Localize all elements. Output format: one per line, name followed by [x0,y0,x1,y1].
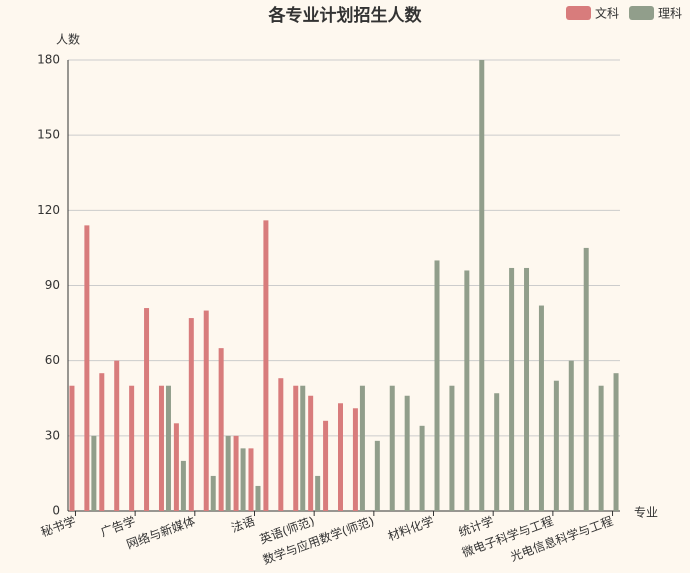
y-tick-label: 0 [52,504,60,518]
bar [218,348,224,511]
bar [464,270,470,511]
bar [114,360,120,511]
bar [323,420,329,511]
bar [419,425,425,511]
bar [210,475,216,511]
bar [233,435,239,511]
bar [300,385,306,511]
bar [293,385,299,511]
bar [225,435,231,511]
y-tick-label: 150 [37,128,60,142]
bar [188,318,194,511]
bar [165,385,171,511]
x-axis-label: 专业 [634,505,658,520]
legend-swatch [566,6,591,20]
bar [568,360,574,511]
y-tick-label: 90 [45,278,60,292]
bar [240,448,246,511]
bar [263,220,269,511]
y-tick-label: 120 [37,203,60,217]
y-tick-label: 30 [45,428,60,442]
bar [173,423,179,511]
bar [598,385,604,511]
bar [494,393,500,511]
bar [158,385,164,511]
bar [308,395,314,511]
bar [278,378,284,511]
bar [84,225,90,511]
bar [315,475,321,511]
bar [509,267,515,511]
bar [248,448,254,511]
bar [99,373,105,511]
y-tick-label: 180 [37,53,60,67]
bar [524,267,530,511]
bar [91,435,97,511]
bar [352,408,358,511]
bar [203,310,209,511]
bar [359,385,365,511]
bar [374,440,380,511]
legend-label: 文科 [595,6,619,21]
bar [255,485,261,511]
legend-swatch [629,6,655,20]
chart-title: 各专业计划招生人数 [268,5,423,26]
bar [144,308,150,511]
bar [389,385,395,511]
bar [583,247,589,511]
bar [69,385,75,511]
bar [129,385,135,511]
legend-label: 理科 [658,7,682,21]
bar [479,60,485,511]
bar [538,305,544,511]
y-tick-label: 60 [45,353,60,367]
bar [613,373,619,511]
bar [449,385,455,511]
bar [434,260,440,511]
bar [180,460,186,511]
y-axis-label: 人数 [56,32,80,47]
bar [338,403,343,511]
bar [404,395,410,511]
bar [553,380,559,511]
